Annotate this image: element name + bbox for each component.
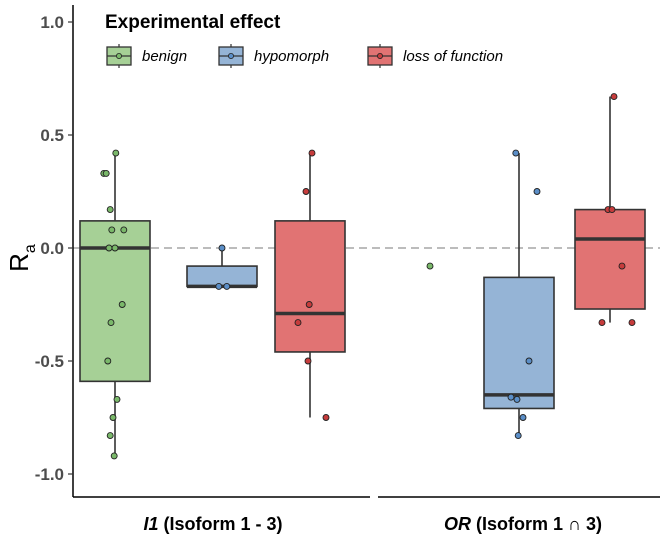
group-label-isoform: (Isoform 1 - 3) [159,514,283,534]
legend: Experimental effect benign hypomorph loss o… [105,12,503,68]
group-label-isoform: (Isoform 1 ∩ 3) [471,514,602,534]
data-point [322,414,330,421]
data-point [105,244,113,252]
group-label: OR (Isoform 1 ∩ 3) [444,514,602,534]
data-point [104,357,112,365]
axis-layer: 1.0 0.5 0.0 -0.5 -1.0 Ra I1 (Isoform 1 - 3) OR … [4,5,660,534]
y-tick-label: -0.5 [35,352,64,371]
data-point [108,226,116,234]
data-point [294,319,302,327]
legend-key-point [376,53,383,60]
data-point [628,319,636,327]
y-tick-label: 1.0 [40,13,64,32]
y-axis-label: Ra [4,244,39,272]
data-point [215,282,223,290]
data-point [110,452,118,460]
data-point [107,319,115,327]
box-loss-of-function [274,220,346,353]
boxplot-layer [79,96,646,456]
data-point [507,393,515,401]
data-point [305,301,313,308]
data-point [106,432,114,440]
data-point [102,169,110,177]
box-hypomorph [483,276,555,410]
legend-label: loss of function [403,48,503,65]
legend-key-point [116,53,123,60]
data-point [113,395,121,403]
data-point [111,244,119,252]
data-point [608,206,616,214]
data-point [302,188,310,195]
data-point [308,149,316,157]
box-hypomorph [186,265,258,288]
group-label-gene: I1 [143,514,158,534]
data-point [106,206,114,214]
data-point [610,93,618,101]
points-layer [100,93,636,460]
data-point [218,244,226,252]
group-label-gene: OR [444,514,471,534]
data-point [118,301,126,308]
legend-title: Experimental effect [105,12,281,33]
y-tick-label: 0.0 [40,239,64,258]
y-tick-label: 0.5 [40,126,64,145]
data-point [304,357,312,365]
data-point [598,319,606,327]
legend-label: hypomorph [254,48,329,65]
y-axis-label-subscript: a [22,244,39,253]
data-point [426,262,434,270]
data-point [525,357,533,365]
data-point [519,414,527,421]
data-point [223,282,231,290]
legend-label: benign [142,48,187,65]
group-label: I1 (Isoform 1 - 3) [143,514,282,534]
data-point [112,149,120,157]
data-point [120,226,128,234]
data-point [513,395,521,403]
data-point [533,188,541,195]
data-point [618,262,626,270]
data-point [514,432,522,440]
y-tick-label: -1.0 [35,465,64,484]
data-point [512,149,520,157]
y-axis-label-main: R [4,253,34,272]
legend-key-point [227,53,234,60]
data-point [109,414,117,421]
box-loss-of-function [574,208,646,310]
